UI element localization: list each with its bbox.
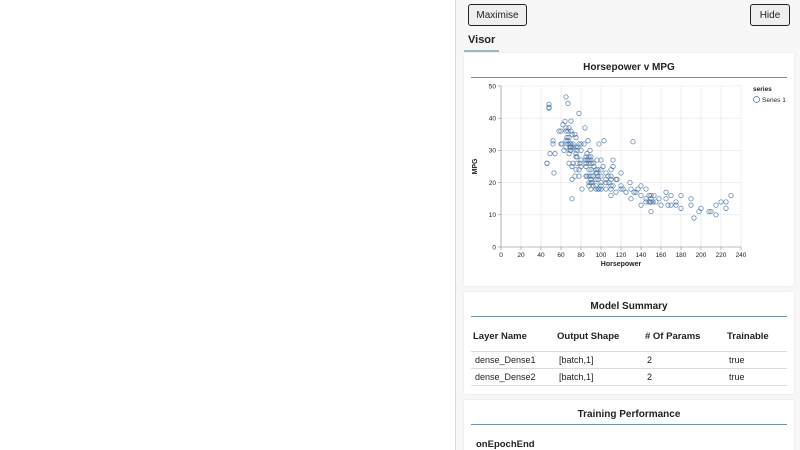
column-header-params: # Of Params bbox=[645, 331, 701, 342]
visor-tabs: Visor bbox=[456, 30, 800, 52]
svg-text:40: 40 bbox=[489, 116, 497, 123]
legend-series-1-icon bbox=[753, 96, 760, 103]
svg-text:160: 160 bbox=[656, 252, 667, 259]
y-axis-label: MPG bbox=[472, 158, 479, 175]
x-axis: 0 20 40 60 80 100 120 140 160 180 200 220 240 bbox=[499, 246, 747, 259]
layer-name-cell: dense_Dense2 bbox=[471, 368, 555, 386]
params-cell: 2 bbox=[643, 368, 725, 386]
chart-legend: series Series 1 bbox=[753, 86, 786, 104]
svg-text:220: 220 bbox=[716, 252, 727, 259]
svg-text:180: 180 bbox=[676, 252, 687, 259]
svg-text:20: 20 bbox=[517, 252, 525, 259]
column-header-output-shape: Output Shape bbox=[557, 331, 620, 342]
layer-name-cell: dense_Dense1 bbox=[471, 351, 555, 369]
legend-series-1-label[interactable]: Series 1 bbox=[762, 97, 786, 104]
y-axis: 0 10 20 30 40 50 bbox=[489, 83, 502, 251]
trainable-cell: true bbox=[725, 368, 787, 386]
column-header-trainable: Trainable bbox=[727, 331, 769, 342]
table-row: dense_Dense1 [batch,1] 2 true bbox=[471, 351, 787, 369]
svg-text:10: 10 bbox=[489, 212, 497, 219]
svg-text:0: 0 bbox=[499, 252, 503, 259]
training-performance-title: Training Performance bbox=[471, 400, 787, 425]
svg-text:60: 60 bbox=[557, 252, 565, 259]
hide-button[interactable]: Hide bbox=[750, 4, 790, 26]
svg-text:50: 50 bbox=[489, 83, 497, 90]
svg-text:80: 80 bbox=[577, 252, 585, 259]
maximise-button[interactable]: Maximise bbox=[468, 4, 527, 26]
chart-title: Horsepower v MPG bbox=[471, 53, 787, 78]
model-summary-title: Model Summary bbox=[471, 292, 787, 317]
output-shape-cell: [batch,1] bbox=[555, 368, 643, 386]
legend-title: series bbox=[753, 86, 772, 93]
visor-panel: Maximise Hide Visor Horsepower v MPG 0 10… bbox=[455, 0, 800, 450]
svg-text:240: 240 bbox=[736, 252, 747, 259]
params-cell: 2 bbox=[643, 351, 725, 369]
trainable-cell: true bbox=[725, 351, 787, 369]
main-page-area bbox=[0, 0, 455, 450]
table-header-row: Layer Name Output Shape # Of Params Trai… bbox=[471, 317, 787, 352]
column-header-layer-name: Layer Name bbox=[473, 331, 527, 342]
svg-text:30: 30 bbox=[489, 148, 497, 155]
table-row: dense_Dense2 [batch,1] 2 true bbox=[471, 368, 787, 386]
model-summary-card: Model Summary Layer Name Output Shape # … bbox=[464, 292, 794, 394]
svg-text:120: 120 bbox=[616, 252, 627, 259]
scatter-plot: 0 10 20 30 40 50 0 20 40 60 80 100 120 140 160 180 200 2… bbox=[472, 83, 786, 268]
svg-text:140: 140 bbox=[636, 252, 647, 259]
svg-text:200: 200 bbox=[696, 252, 707, 259]
tab-visor[interactable]: Visor bbox=[464, 34, 499, 52]
model-summary-table: Layer Name Output Shape # Of Params Trai… bbox=[471, 317, 787, 386]
chart-grid bbox=[500, 85, 742, 248]
on-epoch-end-label: onEpochEnd bbox=[476, 439, 535, 450]
data-points bbox=[544, 94, 734, 221]
visor-controls: Maximise Hide bbox=[456, 0, 800, 30]
output-shape-cell: [batch,1] bbox=[555, 351, 643, 369]
svg-text:40: 40 bbox=[537, 252, 545, 259]
svg-text:20: 20 bbox=[489, 180, 497, 187]
svg-text:100: 100 bbox=[596, 252, 607, 259]
svg-text:0: 0 bbox=[492, 244, 496, 251]
x-axis-label: Horsepower bbox=[601, 261, 642, 268]
training-performance-card: Training Performance onEpochEnd bbox=[464, 400, 794, 450]
chart-card: Horsepower v MPG 0 10 20 30 40 50 0 20 40 60 80 10… bbox=[464, 53, 794, 286]
